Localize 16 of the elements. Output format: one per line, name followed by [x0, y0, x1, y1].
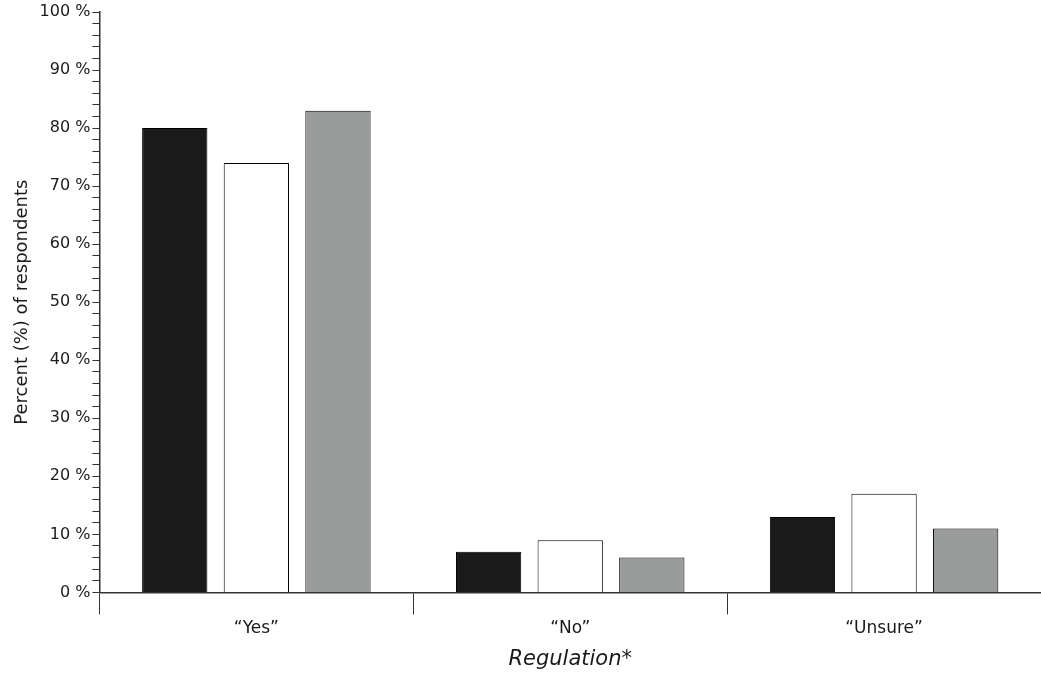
y-tick-label: 60 %: [49, 233, 91, 253]
y-axis-title: Percent (%) of respondents: [10, 179, 32, 425]
y-tick-label: 0 %: [59, 581, 91, 601]
y-tick-label: 50 %: [49, 291, 91, 311]
y-tick-label: 80 %: [49, 117, 91, 137]
y-tick-label: 90 %: [49, 59, 91, 79]
y-tick-label: 70 %: [49, 175, 91, 195]
x-tick-label: “Unsure”: [845, 617, 923, 638]
x-tick-label: “No”: [550, 617, 591, 638]
y-tick-label: 100 %: [39, 1, 91, 21]
x-axis-title: Regulation*: [508, 645, 633, 670]
y-tick-label: 40 %: [49, 349, 91, 369]
y-tick-label: 10 %: [49, 523, 91, 543]
y-tick-label: 30 %: [49, 407, 91, 427]
y-tick-label: 20 %: [49, 465, 91, 485]
x-tick-label: “Yes”: [233, 617, 279, 638]
